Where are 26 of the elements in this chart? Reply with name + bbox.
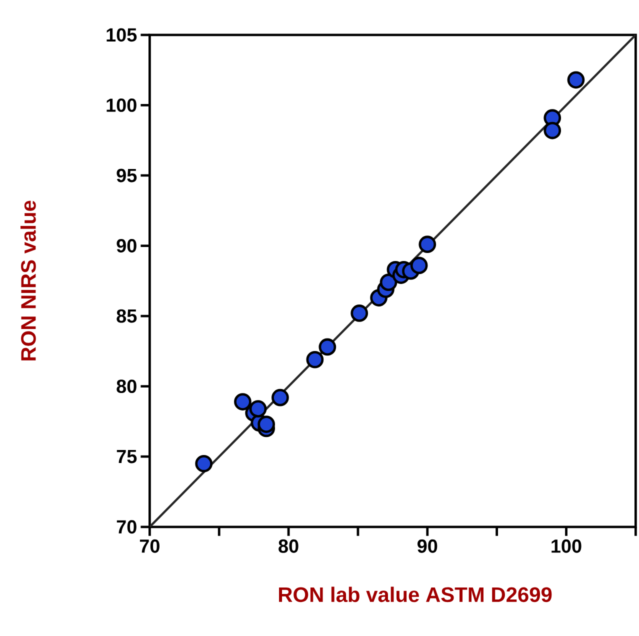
x-tick-label: 80 — [278, 540, 298, 553]
point — [249, 400, 267, 418]
point — [258, 416, 276, 434]
x-axis-title: RON lab value ASTM D2699 — [279, 586, 552, 602]
y-tick-label: 70 — [116, 520, 136, 534]
y-tick-label: 105 — [106, 28, 137, 42]
point — [350, 304, 368, 322]
point — [418, 236, 436, 254]
y-tick-label: 90 — [116, 239, 136, 253]
y-tick-label: 100 — [106, 98, 136, 112]
point — [410, 256, 428, 274]
point — [306, 351, 324, 368]
y-tick-label: 75 — [116, 450, 137, 464]
y-tick-label: 95 — [116, 168, 137, 182]
x-tick-label: 90 — [418, 540, 438, 553]
y-axis-title: RON NIRS value — [20, 200, 36, 361]
x-tick-label: 70 — [140, 540, 160, 553]
point — [272, 389, 289, 406]
point — [234, 393, 252, 411]
point — [544, 122, 562, 140]
y-tick-label: 80 — [116, 380, 136, 394]
point — [567, 71, 585, 89]
point — [318, 338, 336, 356]
x-tick-label: 100 — [552, 540, 582, 553]
point — [195, 455, 213, 472]
y-tick-label: 85 — [116, 309, 137, 323]
